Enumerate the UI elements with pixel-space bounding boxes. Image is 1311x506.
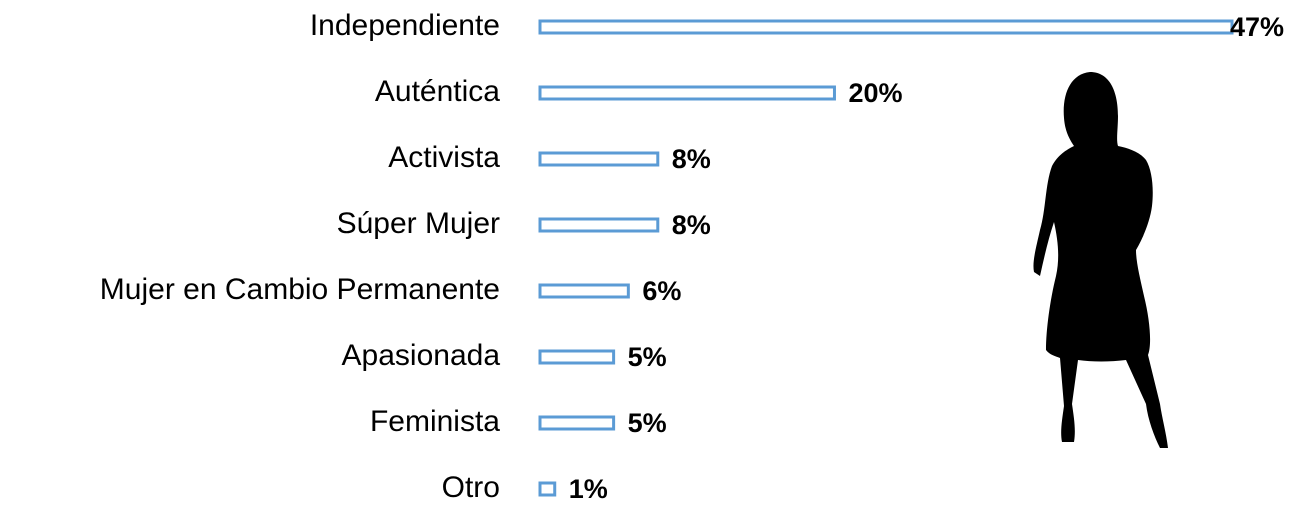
category-label: Auténtica — [375, 75, 500, 108]
category-label: Independiente — [310, 9, 500, 42]
bar — [538, 151, 660, 167]
category-label: Activista — [388, 141, 500, 174]
value-label: 1% — [569, 474, 608, 504]
value-label: 5% — [628, 342, 667, 372]
bar — [538, 283, 630, 299]
bar — [538, 415, 616, 431]
bar — [538, 85, 836, 101]
bar — [538, 481, 557, 497]
value-label: 20% — [848, 78, 902, 108]
value-label: 5% — [628, 408, 667, 438]
value-label: 6% — [642, 276, 681, 306]
bar — [538, 217, 660, 233]
value-label: 47% — [1230, 12, 1284, 42]
category-label: Mujer en Cambio Permanente — [100, 273, 500, 306]
category-label: Súper Mujer — [337, 207, 500, 240]
category-label: Otro — [442, 471, 500, 504]
value-label: 8% — [672, 144, 711, 174]
category-label: Feminista — [370, 405, 500, 438]
value-label: 8% — [672, 210, 711, 240]
bar — [538, 19, 1234, 35]
silhouette — [1033, 72, 1168, 448]
bar — [538, 349, 616, 365]
category-label: Apasionada — [342, 339, 501, 372]
